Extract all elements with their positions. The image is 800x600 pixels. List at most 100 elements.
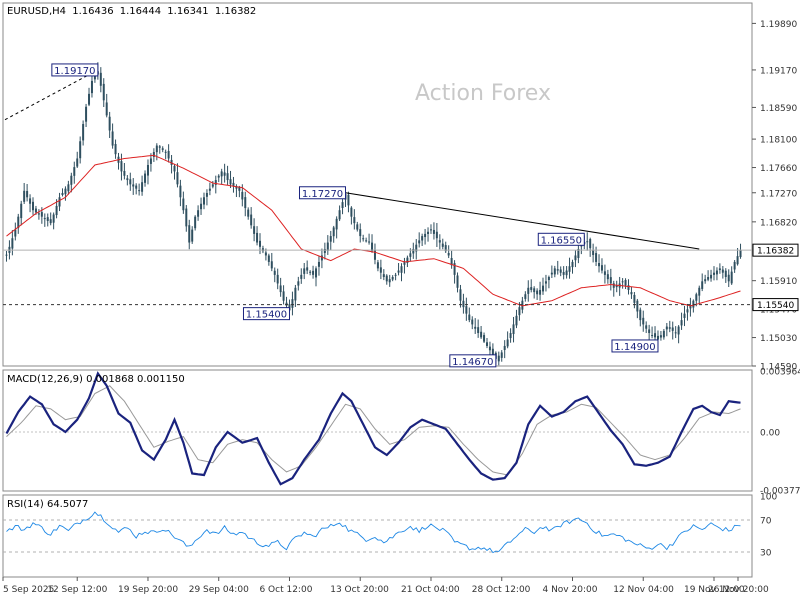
candle-body: [603, 271, 606, 275]
candle: [191, 226, 194, 244]
candle-body: [704, 279, 707, 282]
candle-body: [503, 345, 506, 350]
candle: [20, 200, 23, 226]
candle: [105, 93, 108, 118]
candle: [736, 247, 739, 266]
candle: [385, 274, 388, 285]
macd-line: [5, 371, 741, 486]
level-label: 1.14670: [449, 354, 497, 368]
ohlc-low: 1.16341: [167, 6, 208, 17]
candle-body: [568, 266, 571, 272]
candle: [197, 205, 200, 221]
candle-body: [49, 219, 52, 224]
candle: [126, 175, 129, 186]
candle: [556, 260, 559, 275]
candle: [320, 248, 323, 269]
candle: [99, 67, 102, 93]
candle: [639, 307, 642, 327]
candle: [539, 281, 542, 301]
candle: [149, 153, 152, 172]
candle: [67, 180, 70, 195]
candle: [306, 260, 309, 275]
level-label: 1.14900: [611, 339, 659, 353]
candle: [477, 319, 480, 338]
candle: [270, 252, 273, 272]
candle: [158, 145, 161, 154]
candle-body: [598, 263, 601, 267]
candle: [671, 321, 674, 340]
candle: [120, 153, 123, 181]
candle-body: [710, 274, 713, 279]
level-label: 1.19170: [51, 63, 99, 77]
y-tick-label: 1.19170: [760, 66, 797, 76]
price-tag-text: 1.16382: [757, 247, 794, 257]
candle: [468, 307, 471, 323]
candle-body: [397, 270, 400, 273]
candle-body: [67, 184, 70, 192]
candle: [600, 258, 603, 274]
candle-body: [600, 265, 603, 271]
candle-body: [512, 324, 515, 335]
candle-body: [365, 240, 368, 242]
candle: [500, 350, 503, 362]
candle: [642, 310, 645, 332]
candle-body: [37, 213, 40, 215]
candle: [609, 268, 612, 291]
candle-body: [17, 216, 20, 229]
candle: [488, 341, 491, 356]
candle: [707, 270, 710, 282]
candle-body: [315, 268, 318, 278]
macd-panel-frame: [2, 369, 753, 492]
candle-body: [270, 261, 273, 269]
candle: [267, 253, 270, 266]
candle-body: [656, 335, 659, 340]
candle: [373, 243, 376, 265]
candle-body: [630, 292, 633, 295]
candle: [550, 265, 553, 279]
candle: [715, 267, 718, 281]
candle-body: [562, 272, 565, 275]
candle: [565, 266, 568, 279]
candle: [332, 225, 335, 243]
candle: [648, 324, 651, 341]
candle-body: [217, 175, 220, 178]
candle: [651, 326, 654, 339]
candle: [23, 182, 26, 204]
candle-body: [105, 102, 108, 116]
candle-body: [574, 255, 577, 261]
candle-body: [158, 146, 161, 148]
y-tick-label: 1.18100: [760, 136, 797, 146]
candle-body: [235, 186, 238, 189]
candle: [412, 242, 415, 259]
candle-body: [306, 267, 309, 271]
candle-body: [639, 309, 642, 321]
macd-signal-line: [6, 385, 741, 476]
candle-body: [730, 271, 733, 284]
y-tick-label: 1.17660: [760, 164, 797, 174]
macd-y-tick-label: 0.003964: [760, 368, 800, 378]
candle: [698, 285, 701, 304]
candle-body: [264, 252, 267, 256]
symbol-header: EURUSD,H4 1.16436 1.16444 1.16341 1.1638…: [7, 6, 256, 17]
x-tick-label: 13 Oct 20:00: [330, 585, 389, 595]
candle-body: [247, 209, 250, 217]
candle: [141, 175, 144, 196]
candle: [353, 209, 356, 230]
candle: [418, 232, 421, 248]
candle-body: [450, 258, 453, 266]
candle-body: [55, 205, 58, 216]
candle: [256, 226, 259, 246]
candle: [161, 146, 164, 153]
candle-body: [391, 277, 394, 280]
candle: [173, 163, 176, 180]
candle: [668, 320, 671, 333]
ohlc-high: 1.16444: [120, 6, 161, 17]
candle-body: [26, 190, 29, 198]
candle-body: [373, 250, 376, 260]
candle-body: [194, 216, 197, 229]
candle: [533, 286, 536, 299]
candle-body: [565, 270, 568, 276]
candle: [462, 293, 465, 314]
candle: [232, 176, 235, 193]
candle-body: [627, 285, 630, 290]
